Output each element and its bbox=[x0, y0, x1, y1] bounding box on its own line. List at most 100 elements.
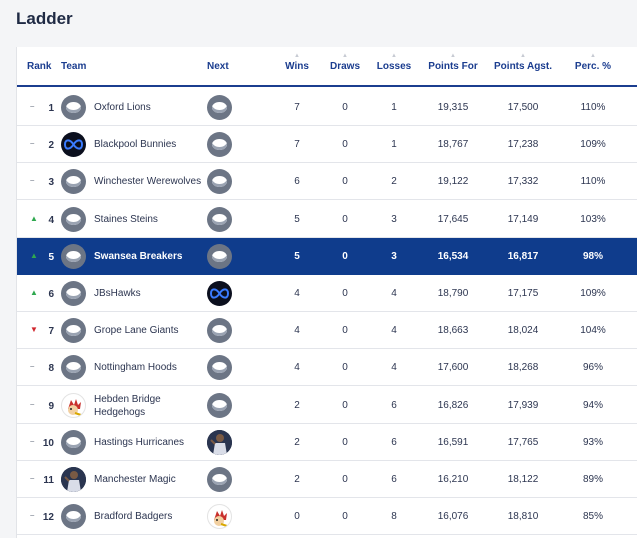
team-logo-icon bbox=[61, 169, 86, 195]
rank-number: 9 bbox=[48, 400, 54, 412]
table-row[interactable]: – 2 Blackpool Bunnies 7 0 1 18,767 17,238 109% bbox=[17, 126, 637, 164]
team-logo-icon bbox=[207, 206, 232, 232]
team-logo-icon bbox=[207, 243, 232, 269]
movement-same-icon: – bbox=[30, 102, 35, 111]
header-perc-label: Perc. % bbox=[574, 61, 612, 72]
table-row[interactable]: ▲ 5 Swansea Breakers 5 0 3 16,534 16,817 98% bbox=[17, 237, 637, 275]
movement-same-icon: – bbox=[30, 399, 35, 409]
team-logo-icon bbox=[207, 467, 232, 492]
losses-cell: 1 bbox=[391, 102, 397, 113]
table-row[interactable]: –11 Manchester Magic 2 0 6 16,210 18,122 89% bbox=[17, 461, 637, 498]
team-name[interactable]: Winchester Werewolves bbox=[94, 176, 202, 188]
rank-number: 2 bbox=[48, 140, 54, 152]
movement-same-icon: – bbox=[30, 176, 35, 186]
header-losses[interactable]: ▲ Losses bbox=[376, 53, 412, 72]
rank-number: 10 bbox=[42, 437, 54, 449]
table-row[interactable]: – 1 Oxford Lions 7 0 1 19,315 17,500 110% bbox=[17, 89, 637, 126]
ladder-table: Rank Team Next ▲ Wins ▲ Draws ▲ Losses ▲ Poi… bbox=[16, 47, 637, 538]
wins-cell: 7 bbox=[294, 139, 300, 151]
points-agst-cell: 17,765 bbox=[507, 436, 539, 448]
table-row[interactable]: ▼ 7 Grope Lane Giants 4 0 4 18,663 18,024 104% bbox=[17, 312, 637, 350]
team-logo-icon bbox=[207, 318, 232, 344]
points-for-cell: 16,210 bbox=[437, 474, 469, 485]
points-agst-cell: 17,939 bbox=[507, 399, 539, 411]
points-for-cell: 17,645 bbox=[437, 213, 469, 225]
header-points-for[interactable]: ▲ Points For bbox=[428, 53, 478, 72]
team-name[interactable]: Oxford Lions bbox=[94, 102, 151, 113]
table-row[interactable]: – 8 Nottingham Hoods 4 0 4 17,600 18,268 96% bbox=[17, 349, 637, 387]
sort-arrow-icon: ▲ bbox=[520, 53, 526, 59]
team-name[interactable]: Blackpool Bunnies bbox=[94, 139, 177, 151]
points-agst-cell: 17,149 bbox=[507, 213, 539, 225]
losses-cell: 4 bbox=[391, 288, 397, 299]
perc-cell: 93% bbox=[582, 436, 604, 448]
wins-cell: 2 bbox=[294, 436, 300, 448]
table-row[interactable]: – 3 Winchester Werewolves 6 0 2 19,122 17,332 11… bbox=[17, 163, 637, 201]
header-draws[interactable]: ▲ Draws bbox=[330, 53, 360, 72]
rank-number: 5 bbox=[48, 251, 54, 263]
perc-cell: 110% bbox=[580, 176, 606, 188]
team-name[interactable]: Grope Lane Giants bbox=[94, 325, 179, 337]
header-rank[interactable]: Rank bbox=[27, 61, 52, 72]
header-team[interactable]: Team bbox=[61, 61, 87, 72]
points-for-cell: 18,663 bbox=[437, 325, 469, 337]
header-points-for-label: Points For bbox=[428, 61, 478, 72]
draws-cell: 0 bbox=[342, 288, 348, 299]
points-for-cell: 16,076 bbox=[437, 511, 469, 523]
sort-arrow-icon: ▲ bbox=[450, 53, 456, 59]
wins-cell: 4 bbox=[294, 288, 300, 299]
table-row[interactable]: ▲ 4 Staines Steins 5 0 3 17,645 17,149 103% bbox=[17, 201, 637, 238]
movement-same-icon: – bbox=[30, 436, 35, 446]
wins-cell: 7 bbox=[294, 102, 300, 113]
points-for-cell: 16,591 bbox=[437, 436, 469, 448]
points-for-cell: 16,826 bbox=[437, 399, 469, 411]
table-row[interactable]: –10 Hastings Hurricanes 2 0 6 16,591 17,765 93% bbox=[17, 424, 637, 461]
draws-cell: 0 bbox=[342, 399, 348, 411]
movement-down-icon: ▼ bbox=[30, 325, 38, 335]
player-photo-icon bbox=[207, 429, 232, 455]
team-logo-icon bbox=[207, 132, 232, 158]
losses-cell: 4 bbox=[391, 325, 397, 337]
header-points-agst[interactable]: ▲ Points Agst. bbox=[494, 53, 552, 72]
team-name[interactable]: Bradford Badgers bbox=[94, 511, 173, 523]
team-name[interactable]: Staines Steins bbox=[94, 213, 158, 225]
points-agst-cell: 18,268 bbox=[507, 362, 539, 374]
team-name[interactable]: Swansea Breakers bbox=[94, 250, 183, 262]
points-for-cell: 18,767 bbox=[437, 139, 469, 151]
team-name[interactable]: Hebden Bridge Hedgehogs bbox=[94, 393, 161, 418]
team-name[interactable]: JBsHawks bbox=[94, 288, 141, 299]
movement-same-icon: – bbox=[30, 139, 35, 149]
wins-cell: 4 bbox=[294, 362, 300, 374]
perc-cell: 94% bbox=[582, 399, 604, 411]
rank-number: 8 bbox=[48, 363, 54, 375]
header-losses-label: Losses bbox=[376, 61, 412, 72]
wins-cell: 5 bbox=[294, 213, 300, 225]
team-logo-icon bbox=[61, 95, 86, 120]
wins-cell: 2 bbox=[294, 474, 300, 485]
header-wins[interactable]: ▲ Wins bbox=[285, 53, 309, 72]
draws-cell: 0 bbox=[342, 139, 348, 151]
points-agst-cell: 18,810 bbox=[507, 511, 539, 523]
table-row[interactable]: – 9 Hebden Bridge Hedgehogs 2 0 6 16,826 17,939 9… bbox=[17, 387, 637, 424]
rank-number: 12 bbox=[42, 512, 54, 524]
header-points-agst-label: Points Agst. bbox=[494, 61, 552, 72]
team-logo-icon bbox=[207, 392, 232, 418]
movement-same-icon: – bbox=[30, 511, 35, 521]
rank-number: 3 bbox=[48, 177, 54, 189]
table-row[interactable]: –12 Bradford Badgers 0 0 8 16,076 18,810 85% bbox=[17, 498, 637, 536]
table-header: Rank Team Next ▲ Wins ▲ Draws ▲ Losses ▲ Poi… bbox=[17, 47, 637, 87]
sort-arrow-icon: ▲ bbox=[590, 53, 596, 59]
losses-cell: 8 bbox=[391, 511, 397, 523]
perc-cell: 96% bbox=[582, 362, 604, 374]
team-name[interactable]: Manchester Magic bbox=[94, 474, 176, 485]
table-row[interactable]: ▲ 6 JBsHawks 4 0 4 18,790 17,175 109% bbox=[17, 275, 637, 312]
header-perc[interactable]: ▲ Perc. % bbox=[574, 53, 612, 72]
draws-cell: 0 bbox=[342, 250, 348, 262]
points-agst-cell: 17,500 bbox=[507, 102, 539, 113]
team-name[interactable]: Hastings Hurricanes bbox=[94, 436, 185, 448]
team-name[interactable]: Nottingham Hoods bbox=[94, 362, 177, 374]
team-logo-icon bbox=[207, 355, 232, 381]
sort-arrow-icon: ▲ bbox=[294, 53, 300, 59]
draws-cell: 0 bbox=[342, 213, 348, 225]
draws-cell: 0 bbox=[342, 436, 348, 448]
